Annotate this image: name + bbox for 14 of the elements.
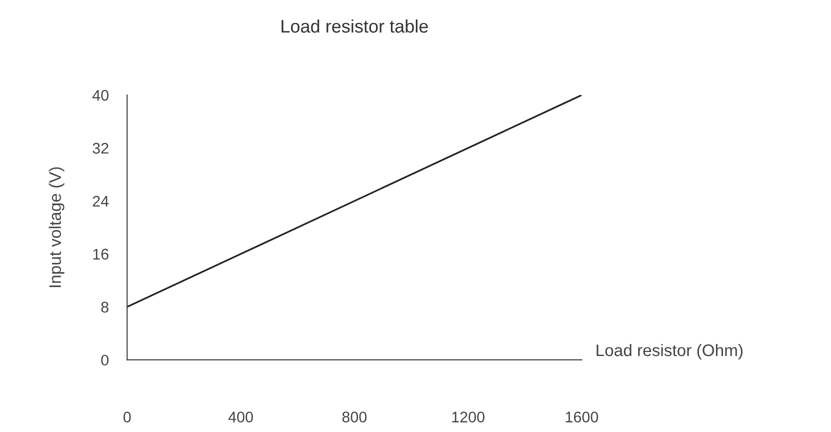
y-axis-title: Input voltage (V): [48, 167, 64, 288]
y-tick-label: 40: [92, 90, 108, 101]
y-tick-label: 16: [93, 248, 108, 260]
x-tick-label: 0: [123, 412, 131, 422]
chart-title: Load resistor table: [282, 19, 428, 33]
y-tick-label: 8: [101, 302, 108, 313]
x-tick-label: 1200: [452, 412, 484, 422]
x-tick-label: 800: [342, 412, 367, 422]
x-axis-title: Load resistor (Ohm): [596, 344, 742, 360]
y-tick-label: 0: [101, 354, 108, 366]
y-tick-label: 32: [92, 142, 108, 154]
x-tick-label: 400: [228, 412, 253, 422]
x-tick-label: 1600: [566, 412, 598, 422]
y-tick-label: 24: [92, 196, 109, 206]
